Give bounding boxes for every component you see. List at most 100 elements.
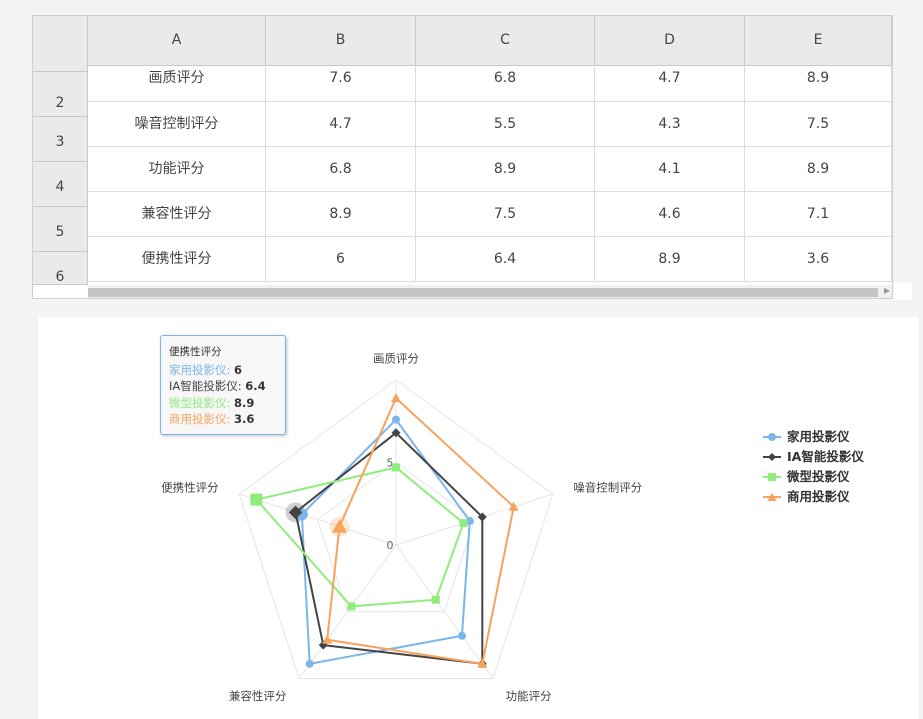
cell-b3[interactable]: 4.7 — [266, 102, 416, 146]
cell-d5[interactable]: 4.6 — [595, 192, 745, 236]
data-point — [391, 393, 401, 403]
cell-a5[interactable]: 兼容性评分 — [88, 192, 266, 236]
select-all-corner[interactable] — [33, 16, 88, 65]
row-header-partial[interactable] — [33, 65, 88, 72]
radar-category-label: 兼容性评分 — [229, 689, 287, 703]
column-header-b[interactable]: B — [266, 16, 416, 65]
table-row: 便携性评分 6 6.4 8.9 3.6 — [88, 237, 892, 282]
radar-axis-label-0: 0 — [387, 539, 394, 552]
data-point — [477, 658, 488, 668]
data-point — [465, 517, 474, 526]
row-header-3[interactable]: 3 — [33, 117, 88, 162]
cell-e5[interactable]: 7.1 — [745, 192, 892, 236]
vertical-scrollbar[interactable]: ▲ ▼ — [892, 65, 893, 284]
tooltip-series-value: 6.4 — [245, 379, 266, 393]
radar-category-label: 噪音控制评分 — [573, 480, 642, 494]
radar-spoke — [395, 493, 554, 546]
tooltip-series-name: 微型投影仪 — [169, 395, 227, 410]
data-point — [332, 519, 348, 533]
data-point — [459, 519, 468, 528]
tooltip-line-business: 商用投影仪: 3.6 — [169, 412, 255, 426]
legend-diamond-icon — [763, 453, 781, 461]
radar-category-label: 便携性评分 — [161, 480, 219, 494]
cell-b5[interactable]: 8.9 — [266, 192, 416, 236]
data-point — [508, 501, 519, 511]
column-header-d[interactable]: D — [595, 16, 745, 65]
tooltip-series-name: 家用投影仪 — [169, 362, 227, 377]
legend-label: 商用投影仪 — [787, 489, 850, 504]
table-row: 兼容性评分 8.9 7.5 4.6 7.1 — [88, 192, 892, 237]
scroll-right-arrow-icon[interactable]: ▶ — [883, 286, 890, 295]
cell-b6[interactable]: 6 — [266, 237, 416, 281]
data-point — [288, 505, 303, 520]
legend-item-mini[interactable]: 微型投影仪 — [763, 467, 864, 487]
cell-a4[interactable]: 功能评分 — [88, 147, 266, 191]
radar-grid-ring — [238, 379, 554, 679]
cell-c3[interactable]: 5.5 — [416, 102, 595, 146]
data-point — [477, 512, 487, 522]
horizontal-scrollbar[interactable]: ▶ — [88, 285, 892, 298]
row-header-5[interactable]: 5 — [33, 207, 88, 252]
radar-spoke — [298, 544, 397, 679]
cell-d2[interactable]: 4.7 — [595, 65, 745, 101]
row-header-6[interactable]: 6 — [33, 252, 88, 285]
cell-d4[interactable]: 4.1 — [595, 147, 745, 191]
legend-label: 家用投影仪 — [787, 429, 850, 444]
column-header-a[interactable]: A — [88, 16, 266, 65]
legend-item-business[interactable]: 商用投影仪 — [763, 487, 864, 507]
table-row: 画质评分 7.6 6.8 4.7 8.9 — [88, 65, 892, 102]
series-line — [294, 431, 484, 665]
cell-d3[interactable]: 4.3 — [595, 102, 745, 146]
radar-spoke — [238, 493, 397, 546]
data-point — [322, 634, 333, 644]
data-point — [457, 631, 466, 640]
table-row: 功能评分 6.8 8.9 4.1 8.9 — [88, 147, 892, 192]
radar-spoke — [395, 544, 494, 679]
series-line — [326, 396, 515, 665]
cell-c4[interactable]: 8.9 — [416, 147, 595, 191]
legend-label: IA智能投影仪 — [787, 449, 864, 464]
chart-legend: 家用投影仪 IA智能投影仪 微型投影仪 商用投影仪 — [763, 427, 864, 507]
cell-e6[interactable]: 3.6 — [745, 237, 892, 281]
column-header-e[interactable]: E — [745, 16, 892, 65]
data-point — [347, 602, 356, 611]
radar-axis-label-5: 5 — [387, 457, 394, 470]
legend-square-icon — [763, 473, 781, 481]
tooltip-series-value: 3.6 — [234, 412, 255, 426]
column-header-c[interactable]: C — [416, 16, 595, 65]
cell-c5[interactable]: 7.5 — [416, 192, 595, 236]
row-header-2[interactable]: 2 — [33, 72, 88, 117]
legend-item-ia[interactable]: IA智能投影仪 — [763, 447, 864, 467]
radar-chart-panel: 0 5 画质评分 噪音控制评分 功能评分 兼容性评分 便携性评分 便携性评分 家用投影仪: … — [38, 317, 918, 719]
data-point — [392, 415, 400, 424]
cell-b4[interactable]: 6.8 — [266, 147, 416, 191]
row-header-4[interactable]: 4 — [33, 162, 88, 207]
cell-c6[interactable]: 6.4 — [416, 237, 595, 281]
cell-e4[interactable]: 8.9 — [745, 147, 892, 191]
horizontal-scrollbar-thumb[interactable] — [88, 288, 878, 297]
tooltip-series-name: 商用投影仪 — [169, 412, 227, 426]
cell-e3[interactable]: 7.5 — [745, 102, 892, 146]
cell-a2[interactable]: 画质评分 — [88, 65, 266, 101]
table-row: 噪音控制评分 4.7 5.5 4.3 7.5 — [88, 102, 892, 147]
tooltip-title: 便携性评分 — [169, 346, 222, 358]
cell-a3[interactable]: 噪音控制评分 — [88, 102, 266, 146]
series-line — [254, 466, 465, 608]
tooltip-line-home: 家用投影仪: 6 — [169, 362, 243, 377]
cell-e2[interactable]: 8.9 — [745, 65, 892, 101]
scrollbar-corner — [894, 283, 912, 300]
tooltip-series-value: 6 — [234, 362, 243, 377]
data-point — [305, 659, 314, 668]
cell-d6[interactable]: 8.9 — [595, 237, 745, 281]
data-point — [391, 428, 401, 438]
data-point — [431, 595, 440, 604]
cell-b2[interactable]: 7.6 — [266, 65, 416, 101]
column-header-row: A B C D E — [33, 16, 892, 66]
radar-category-label: 画质评分 — [373, 352, 419, 366]
cell-c2[interactable]: 6.8 — [416, 65, 595, 101]
legend-item-home[interactable]: 家用投影仪 — [763, 427, 864, 447]
legend-circle-icon — [763, 433, 781, 441]
cell-a6[interactable]: 便携性评分 — [88, 237, 266, 281]
legend-label: 微型投影仪 — [787, 469, 850, 484]
